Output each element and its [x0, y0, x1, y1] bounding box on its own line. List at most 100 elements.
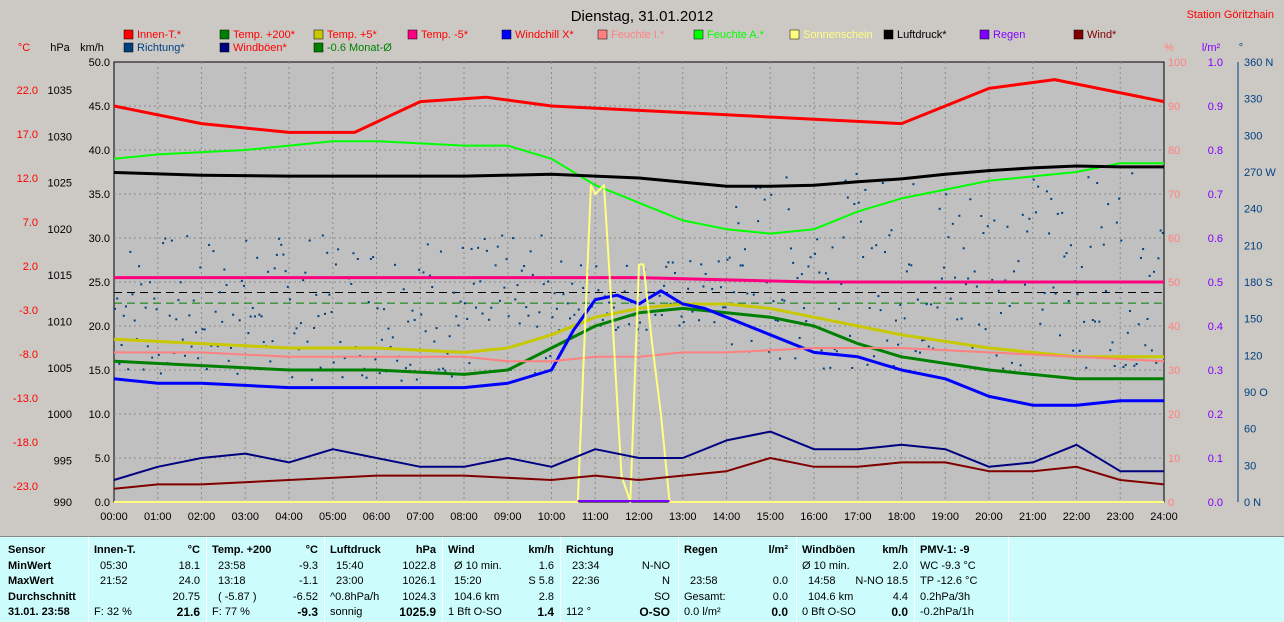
direction-point: [831, 246, 834, 249]
direction-point: [625, 264, 628, 267]
direction-point: [951, 222, 954, 225]
direction-point: [912, 183, 915, 186]
x-tick-label: 24:00: [1150, 511, 1178, 523]
direction-point: [536, 325, 539, 328]
direction-point: [927, 345, 930, 348]
direction-point: [461, 246, 464, 249]
direction-point: [890, 229, 893, 232]
y-tick-label-rain: 0.6: [1208, 233, 1223, 245]
direction-point: [978, 323, 981, 326]
direction-point: [383, 308, 386, 311]
x-tick-label: 04:00: [275, 511, 303, 523]
direction-point: [221, 320, 224, 323]
chart-series: [113, 78, 1165, 503]
legend-label: Innen-T.*: [137, 29, 182, 41]
direction-point: [282, 253, 285, 256]
direction-point: [842, 236, 845, 239]
direction-point: [343, 357, 346, 360]
direction-point: [713, 321, 716, 324]
stats-label-max: MaxWert: [8, 575, 54, 587]
direction-point: [369, 257, 372, 260]
direction-point: [1019, 364, 1022, 367]
direction-point: [698, 319, 701, 322]
direction-point: [573, 313, 576, 316]
direction-point: [352, 252, 355, 255]
direction-point: [229, 346, 232, 349]
y-tick-label-direction: 120: [1244, 350, 1262, 362]
direction-point: [1026, 230, 1029, 233]
statistics-panel: Sensor MinWert MaxWert Durchschnitt 31.0…: [0, 536, 1284, 622]
direction-point: [1063, 255, 1066, 258]
divider: [88, 537, 89, 622]
direction-point: [1098, 320, 1101, 323]
direction-point: [800, 273, 803, 276]
direction-point: [334, 263, 337, 266]
direction-point: [1085, 366, 1088, 369]
direction-point: [170, 239, 173, 242]
stats-regen: Regen l/m² 23:58 0.0 Gesamt: 0.0 0.0 l/m² 0.…: [684, 543, 788, 621]
series-line-temp-200-: [113, 306, 1164, 381]
x-tick-label: 22:00: [1063, 511, 1091, 523]
direction-point: [219, 291, 221, 294]
direction-point: [146, 345, 149, 348]
direction-point: [503, 286, 506, 289]
direction-point: [1161, 231, 1164, 234]
direction-point: [571, 282, 574, 285]
y-tick-label-humidity: 60: [1168, 233, 1180, 245]
regen-avg: 0.0: [772, 590, 788, 603]
direction-point: [431, 286, 434, 289]
axis-unit-temp: °C: [18, 42, 30, 54]
direction-point: [612, 306, 615, 309]
direction-point: [284, 270, 287, 273]
direction-point: [361, 374, 364, 377]
direction-point: [433, 340, 436, 343]
direction-point: [332, 361, 335, 364]
direction-point: [914, 350, 917, 353]
direction-point: [260, 315, 263, 318]
temp200-max-time: 13:18: [218, 575, 246, 587]
divider: [206, 537, 207, 622]
direction-point: [271, 340, 274, 343]
direction-point: [746, 292, 749, 295]
direction-point: [1133, 364, 1136, 367]
windboen-title: Windböen: [802, 544, 856, 556]
y-tick-label-pressure: 1020: [48, 224, 72, 236]
direction-point: [299, 322, 302, 325]
direction-point: [1008, 304, 1011, 307]
pmv-trend-3h: 0.2hPa/3h: [920, 590, 971, 603]
legend-swatch: [407, 29, 418, 40]
direction-point: [262, 341, 265, 344]
y-tick-label-wind: 0.0: [95, 497, 110, 509]
y-tick-label-temp: 12.0: [17, 173, 38, 185]
direction-point: [188, 314, 191, 317]
direction-point: [1107, 203, 1110, 206]
direction-point: [501, 234, 504, 237]
direction-point: [1054, 292, 1057, 295]
direction-point: [201, 328, 204, 331]
direction-point: [787, 208, 790, 211]
x-tick-label: 09:00: [494, 511, 522, 523]
direction-point: [986, 225, 989, 228]
windboen-now-label: 0 Bft O-SO: [802, 606, 856, 618]
direction-point: [151, 356, 154, 359]
series-line-sonnenschein: [114, 184, 1164, 503]
direction-point: [682, 321, 685, 324]
x-tick-label: 01:00: [144, 511, 172, 523]
innen-now: 21.6: [176, 605, 200, 619]
windboen-now: 0.0: [891, 605, 908, 619]
direction-point: [582, 286, 585, 289]
direction-point: [754, 187, 757, 190]
direction-point: [658, 294, 661, 297]
legend-label: Wind*: [1087, 29, 1117, 41]
y-tick-label-temp: -8.0: [19, 349, 38, 361]
wind-now-label: 1 Bft O-SO: [448, 606, 502, 618]
direction-point: [374, 358, 377, 361]
direction-point: [168, 314, 171, 317]
direction-point: [208, 243, 211, 246]
direction-point: [394, 263, 396, 266]
direction-point: [868, 306, 871, 309]
direction-point: [466, 317, 469, 320]
y-tick-label-direction: 270 W: [1244, 167, 1276, 179]
direction-point: [455, 315, 458, 318]
direction-point: [525, 306, 528, 309]
